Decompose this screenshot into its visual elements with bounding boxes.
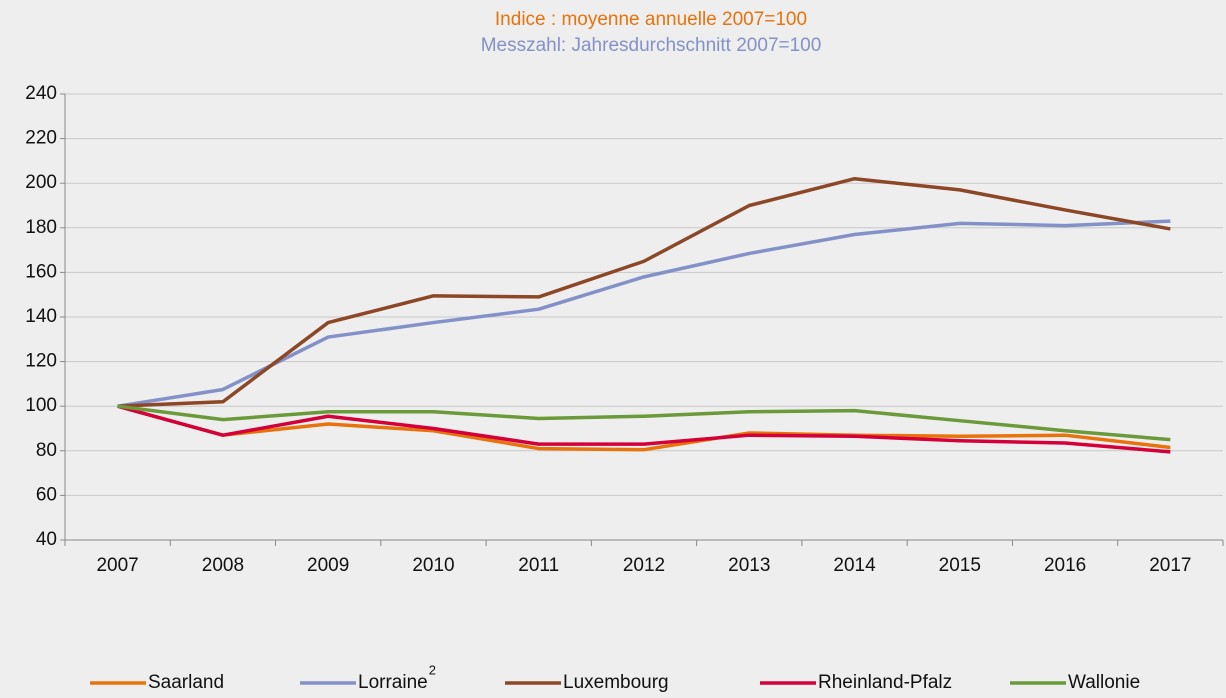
series-line <box>117 404 1171 454</box>
y-tick-label: 100 <box>25 395 57 416</box>
y-tick-label: 80 <box>36 440 57 461</box>
x-tick-label: 2014 <box>833 555 876 576</box>
y-tick-label: 140 <box>25 306 57 327</box>
x-tick-label: 2017 <box>1149 555 1191 576</box>
x-tick-label: 2007 <box>96 555 138 576</box>
legend-label: Rheinland-Pfalz <box>818 672 952 693</box>
series-line <box>117 219 1171 408</box>
x-tick-label: 2010 <box>412 555 454 576</box>
x-tick-label: 2013 <box>728 555 770 576</box>
legend-label: Saarland <box>148 672 224 693</box>
chart-subtitle: Messzahl: Jahresdurchschnitt 2007=100 <box>481 35 822 56</box>
x-tick-label: 2008 <box>202 555 244 576</box>
y-tick-label: 220 <box>25 128 57 149</box>
series-line <box>117 404 1171 452</box>
y-tick-label: 240 <box>25 83 57 104</box>
y-tick-label: 200 <box>25 172 57 193</box>
x-tick-label: 2009 <box>307 555 349 576</box>
y-tick-label: 180 <box>25 217 57 238</box>
legend-label: Luxembourg <box>563 672 669 693</box>
x-tick-label: 2015 <box>939 555 981 576</box>
y-tick-label: 60 <box>36 484 57 505</box>
legend-superscript: 2 <box>429 662 436 677</box>
y-tick-label: 160 <box>25 261 57 282</box>
y-tick-label: 120 <box>25 351 57 372</box>
x-tick-label: 2011 <box>518 555 559 576</box>
legend-label: Wallonie <box>1068 672 1140 693</box>
x-tick-label: 2012 <box>623 555 665 576</box>
legend-label: Lorraine <box>358 672 428 693</box>
x-tick-label: 2016 <box>1044 555 1086 576</box>
chart-title: Indice : moyenne annuelle 2007=100 <box>495 9 807 30</box>
series-line <box>117 404 1171 442</box>
series-line <box>117 176 1171 408</box>
y-tick-label: 40 <box>36 529 57 550</box>
